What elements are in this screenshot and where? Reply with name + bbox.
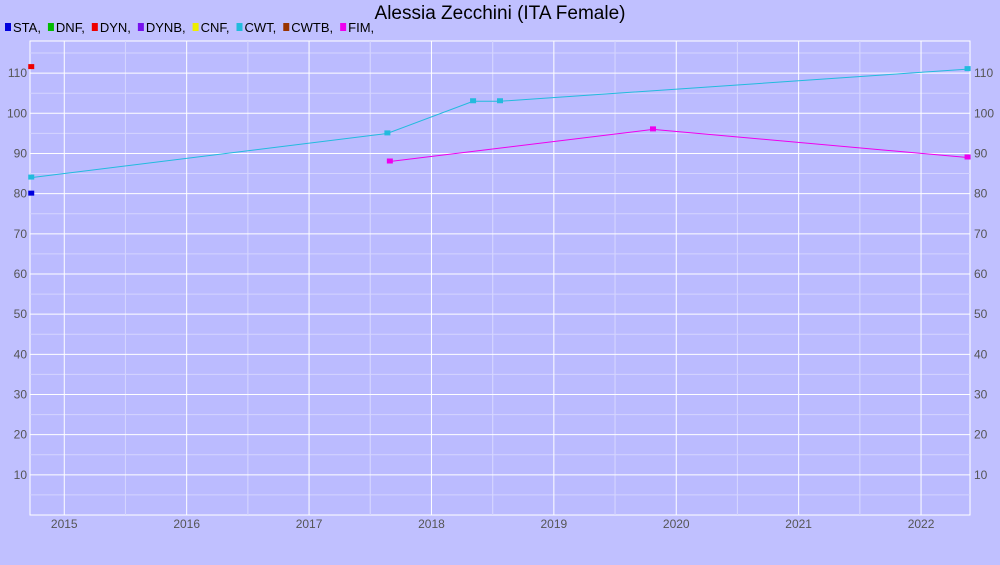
y-tick-label: 20: [14, 428, 28, 442]
data-point-cwt: [384, 130, 391, 136]
y-tick-label: 20: [974, 428, 988, 442]
y-tick-label: 10: [974, 468, 988, 482]
data-point-cwt: [964, 66, 971, 72]
y-tick-label: 80: [974, 187, 988, 201]
x-axis: 2015 2016 2017 2018 2019 2020 2021 2022: [51, 517, 935, 531]
x-tick-label: 2020: [663, 517, 690, 531]
x-tick-label: 2018: [418, 517, 445, 531]
legend-swatch: [47, 23, 54, 31]
legend-label: CNF,: [201, 20, 230, 35]
y-tick-label: 100: [7, 106, 27, 120]
legend-label: DYN,: [100, 20, 131, 35]
y-tick-label: 10: [14, 468, 28, 482]
data-point-cwt: [470, 98, 477, 104]
legend-label: DYNB,: [146, 20, 186, 35]
data-point-cwt: [497, 98, 503, 104]
data-point-sta: [28, 190, 35, 196]
plot-area: [29, 40, 971, 516]
x-tick-label: 2021: [785, 517, 812, 531]
legend-label: CWTB,: [291, 20, 333, 35]
legend-swatch: [236, 23, 243, 31]
y-tick-label: 40: [14, 347, 28, 361]
y-tick-label: 90: [974, 146, 988, 160]
legend-swatch: [5, 23, 11, 31]
data-point-fim: [964, 154, 971, 160]
y-tick-label: 60: [14, 267, 28, 281]
y-tick-label: 80: [14, 187, 28, 201]
major-gridlines: [30, 41, 970, 515]
y-tick-label: 30: [974, 387, 988, 401]
legend-label: DNF,: [56, 20, 85, 35]
data-point-fim: [649, 126, 656, 132]
legend-label: CWT,: [244, 20, 276, 35]
x-tick-label: 2019: [541, 517, 568, 531]
data-point-dyn: [28, 64, 35, 70]
x-tick-label: 2015: [51, 517, 78, 531]
legend-swatch: [137, 23, 144, 31]
x-tick-label: 2016: [173, 517, 200, 531]
y-axis-right: 10 20 30 40 50 60 70 80 90 100 110: [974, 66, 994, 482]
legend-swatch: [340, 23, 347, 31]
data-point-cwt: [28, 174, 35, 180]
y-axis-left: 10 20 30 40 50 60 70 80 90 100 110: [7, 66, 27, 482]
legend-label: STA,: [13, 20, 41, 35]
y-tick-label: 110: [974, 66, 993, 80]
x-tick-label: 2022: [908, 517, 935, 531]
y-tick-label: 100: [974, 106, 994, 120]
legend: STA, DNF, DYN, DYNB, CNF, CWT, CWTB, FIM,: [5, 20, 374, 35]
legend-swatch: [91, 23, 98, 31]
y-tick-label: 50: [14, 307, 28, 321]
legend-swatch: [283, 23, 290, 31]
y-tick-label: 40: [974, 347, 988, 361]
y-tick-label: 110: [8, 66, 27, 80]
x-tick-label: 2017: [296, 517, 323, 531]
y-tick-label: 30: [14, 387, 28, 401]
data-point-fim: [386, 158, 393, 164]
series-layer: [28, 64, 971, 196]
y-tick-label: 70: [974, 227, 988, 241]
legend-swatch: [192, 23, 199, 31]
legend-label: FIM,: [348, 20, 374, 35]
y-tick-label: 90: [14, 146, 28, 160]
y-tick-label: 70: [14, 227, 28, 241]
y-tick-label: 50: [974, 307, 988, 321]
y-tick-label: 60: [974, 267, 988, 281]
chart-title: Alessia Zecchini (ITA Female): [375, 3, 626, 24]
